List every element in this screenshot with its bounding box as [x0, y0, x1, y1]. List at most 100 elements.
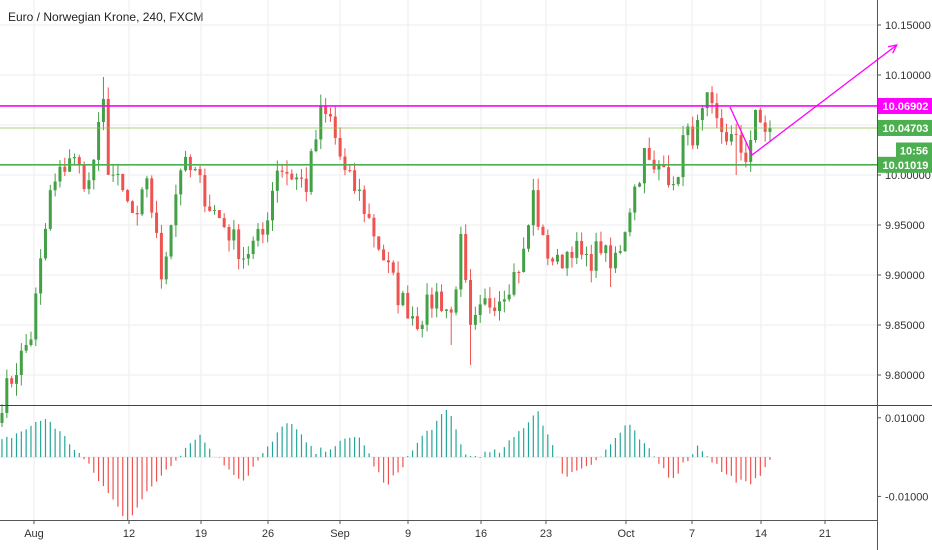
candle [551, 258, 555, 262]
candle [565, 251, 569, 269]
time-tick-label: 21 [819, 528, 831, 540]
candle [261, 228, 265, 235]
time-tick-label: 9 [405, 528, 411, 540]
price-label-badge [896, 142, 932, 159]
candle [744, 152, 748, 162]
candle [729, 134, 733, 142]
candle [681, 135, 685, 178]
candle [227, 227, 231, 241]
candle [174, 194, 178, 226]
candle [493, 307, 497, 312]
candle [270, 190, 274, 221]
candle [406, 292, 410, 319]
candle [5, 378, 9, 413]
candle [164, 256, 168, 280]
candle [604, 245, 608, 254]
candle [555, 254, 559, 262]
candle [662, 165, 666, 168]
candle [58, 166, 62, 182]
candle [415, 316, 419, 330]
candle [343, 156, 347, 171]
candle [324, 105, 328, 114]
candle [101, 99, 105, 123]
candle [725, 132, 729, 142]
price-label-badge [878, 156, 932, 173]
candle [522, 248, 526, 272]
candle [188, 156, 192, 171]
candle [401, 292, 405, 306]
candle [444, 309, 448, 311]
candle [145, 178, 149, 190]
candle [372, 217, 376, 237]
candle [498, 301, 502, 312]
candle [328, 113, 332, 117]
time-tick-label: 7 [689, 528, 695, 540]
candle [734, 134, 738, 136]
candle [667, 167, 671, 186]
time-tick-label: Sep [330, 528, 350, 540]
candle [333, 116, 337, 138]
candle [570, 251, 574, 258]
candle [10, 378, 14, 384]
candle [526, 225, 530, 249]
candle [536, 190, 540, 227]
candle [193, 169, 197, 171]
candle [758, 109, 762, 123]
candle [546, 235, 550, 259]
candle [386, 260, 390, 263]
candle [290, 173, 294, 180]
time-tick-label: 16 [475, 528, 487, 540]
candle [449, 309, 453, 313]
projection-arrow[interactable] [729, 44, 898, 157]
candle [121, 173, 125, 191]
candle [232, 229, 236, 241]
price-label-badge [878, 97, 932, 114]
candle [92, 159, 96, 181]
candle [700, 108, 704, 121]
candle [203, 175, 207, 207]
candle [309, 151, 313, 192]
time-tick-label: Aug [24, 528, 44, 540]
candle [763, 122, 767, 132]
candle [396, 272, 400, 306]
candle [82, 164, 86, 190]
candle [362, 189, 366, 214]
candle [589, 254, 593, 271]
candle [130, 201, 134, 213]
candle [676, 177, 680, 185]
candle [715, 103, 719, 119]
candle [63, 166, 67, 172]
candle [517, 271, 521, 273]
oscillator-tick-label: -0.01000 [885, 491, 928, 503]
candle [430, 294, 434, 309]
candle [150, 178, 154, 213]
price-label-text: 10.06902 [883, 101, 929, 113]
candle [14, 375, 18, 384]
price-label-text: 10.01019 [883, 160, 929, 172]
candle [512, 271, 516, 295]
candle [459, 234, 463, 290]
candle [299, 177, 303, 179]
candle [671, 184, 675, 186]
candle [24, 344, 28, 351]
time-tick-label: 14 [755, 528, 767, 540]
candle [246, 254, 250, 259]
candle [77, 157, 81, 165]
candle [575, 240, 579, 258]
candle [72, 157, 76, 159]
price-tick-label: 9.95000 [885, 220, 925, 232]
candle [686, 126, 690, 136]
candle [275, 170, 279, 191]
candle [483, 298, 487, 305]
candle [541, 226, 545, 236]
time-tick-label: 26 [262, 528, 274, 540]
time-tick-label: 19 [195, 528, 207, 540]
candle [348, 170, 352, 172]
chart-title: Euro / Norwegian Krone, 240, FXCM [8, 10, 204, 24]
candle [256, 228, 260, 241]
candle [266, 220, 270, 235]
candle [382, 249, 386, 261]
price-tick-label: 9.90000 [885, 270, 925, 282]
projection-arrowhead [887, 44, 898, 54]
